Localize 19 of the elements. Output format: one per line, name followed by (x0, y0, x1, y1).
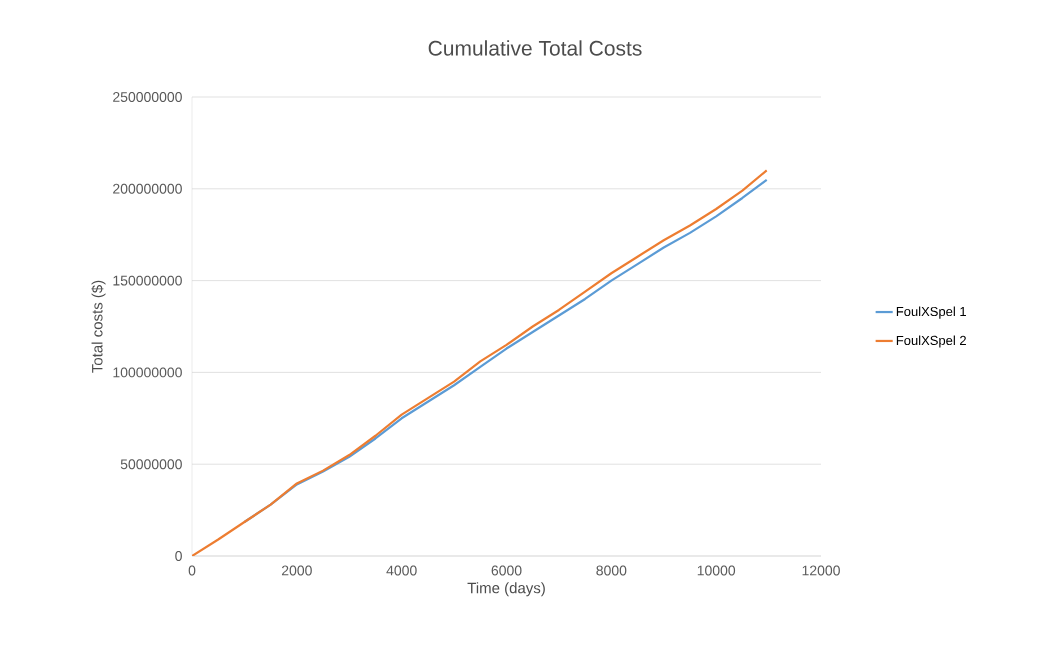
chart-title: Cumulative Total Costs (428, 40, 642, 56)
x-tick-label: 2000 (281, 565, 312, 576)
x-tick-label: 12000 (802, 565, 840, 576)
x-tick-label: 6000 (491, 565, 522, 576)
x-tick-label: 0 (188, 565, 196, 576)
y-tick-label: 100000000 (113, 367, 182, 378)
y-tick-label: 250000000 (113, 92, 182, 102)
y-tick-label: 50000000 (120, 459, 182, 470)
y-tick-label: 0 (175, 551, 182, 561)
x-tick-label: 4000 (386, 565, 417, 576)
legend-label: FoulXSpel 2 (896, 335, 966, 348)
line-series (192, 169, 768, 556)
x-tick-label: 10000 (697, 565, 736, 576)
x-tick-label: 8000 (596, 565, 627, 576)
x-axis-title: Time (days) (467, 582, 545, 597)
y-axis-title: Total costs ($) (91, 280, 106, 373)
legend-label: FoulXSpel 1 (896, 306, 966, 319)
y-tick-label: 150000000 (113, 275, 182, 286)
y-tick-label: 200000000 (113, 183, 182, 194)
